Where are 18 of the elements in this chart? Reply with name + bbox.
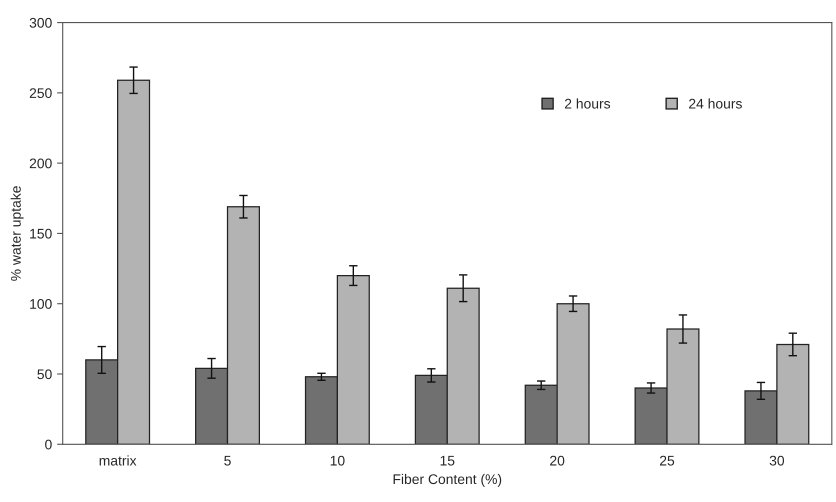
x-tick-label: 15 xyxy=(440,456,454,466)
x-tick-label: 30 xyxy=(770,456,784,466)
x-axis-title: Fiber Content (%) xyxy=(394,474,502,487)
y-tick-label: 150 xyxy=(30,228,52,239)
x-tick-label: 5 xyxy=(224,456,231,466)
y-tick-label: 250 xyxy=(30,88,52,98)
y-tick-label: 200 xyxy=(30,158,52,168)
x-tick-label: 20 xyxy=(550,456,564,466)
x-tick-label: matrix xyxy=(100,455,136,466)
y-tick-label: 300 xyxy=(30,18,52,28)
y-tick-label: 100 xyxy=(30,299,52,309)
y-tick-label: 50 xyxy=(37,369,52,380)
x-tick-label: 25 xyxy=(660,456,674,466)
y-tick-label: 0 xyxy=(45,440,52,450)
legend-label: 2 hours xyxy=(564,98,610,109)
legend-label: 24 hours xyxy=(689,98,742,109)
y-axis-title: % water uptake xyxy=(10,186,24,281)
x-tick-label: 10 xyxy=(330,456,345,466)
